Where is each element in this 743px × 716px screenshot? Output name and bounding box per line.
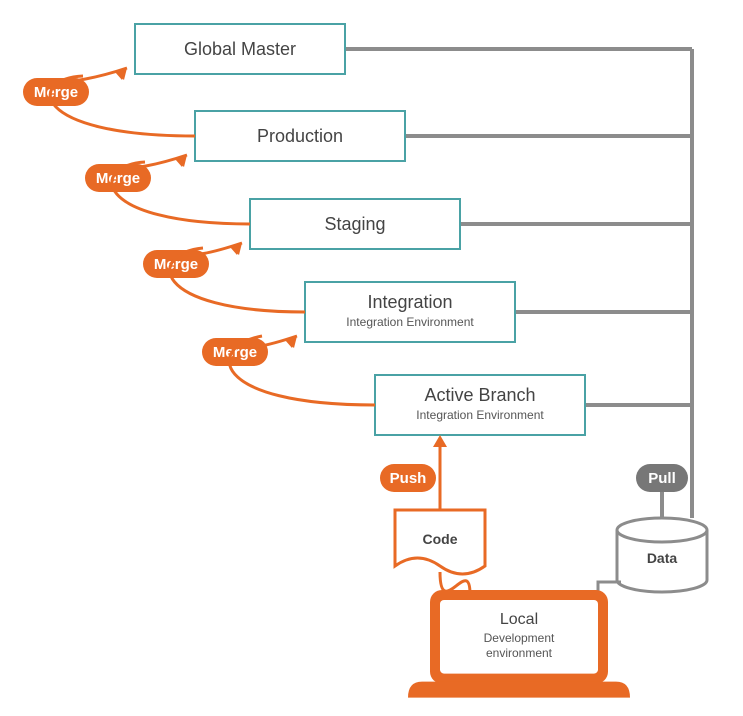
data-label: Data <box>647 550 678 566</box>
pull-label: Pull <box>648 470 676 487</box>
stage-title: Global Master <box>184 39 296 59</box>
stage-title: Integration <box>367 292 452 312</box>
stage-subtitle: Integration Environment <box>346 315 474 329</box>
local-title: Local <box>500 611 538 628</box>
stage-title: Production <box>257 126 343 146</box>
laptop-base <box>408 682 630 698</box>
push-arrowhead <box>433 435 447 447</box>
stage-box-integ <box>305 282 515 342</box>
local-sub2: environment <box>486 646 553 660</box>
local-sub1: Development <box>484 631 555 645</box>
stage-subtitle: Integration Environment <box>416 408 544 422</box>
push-label: Push <box>390 470 427 487</box>
data-cylinder-top <box>617 518 707 542</box>
stage-title: Active Branch <box>424 385 535 405</box>
flow-diagram: Global Master Production Staging Integratio… <box>0 0 743 716</box>
stage-title: Staging <box>324 214 385 234</box>
merge-label: Merge <box>34 84 78 101</box>
code-label: Code <box>423 531 458 547</box>
stage-box-active <box>375 375 585 435</box>
